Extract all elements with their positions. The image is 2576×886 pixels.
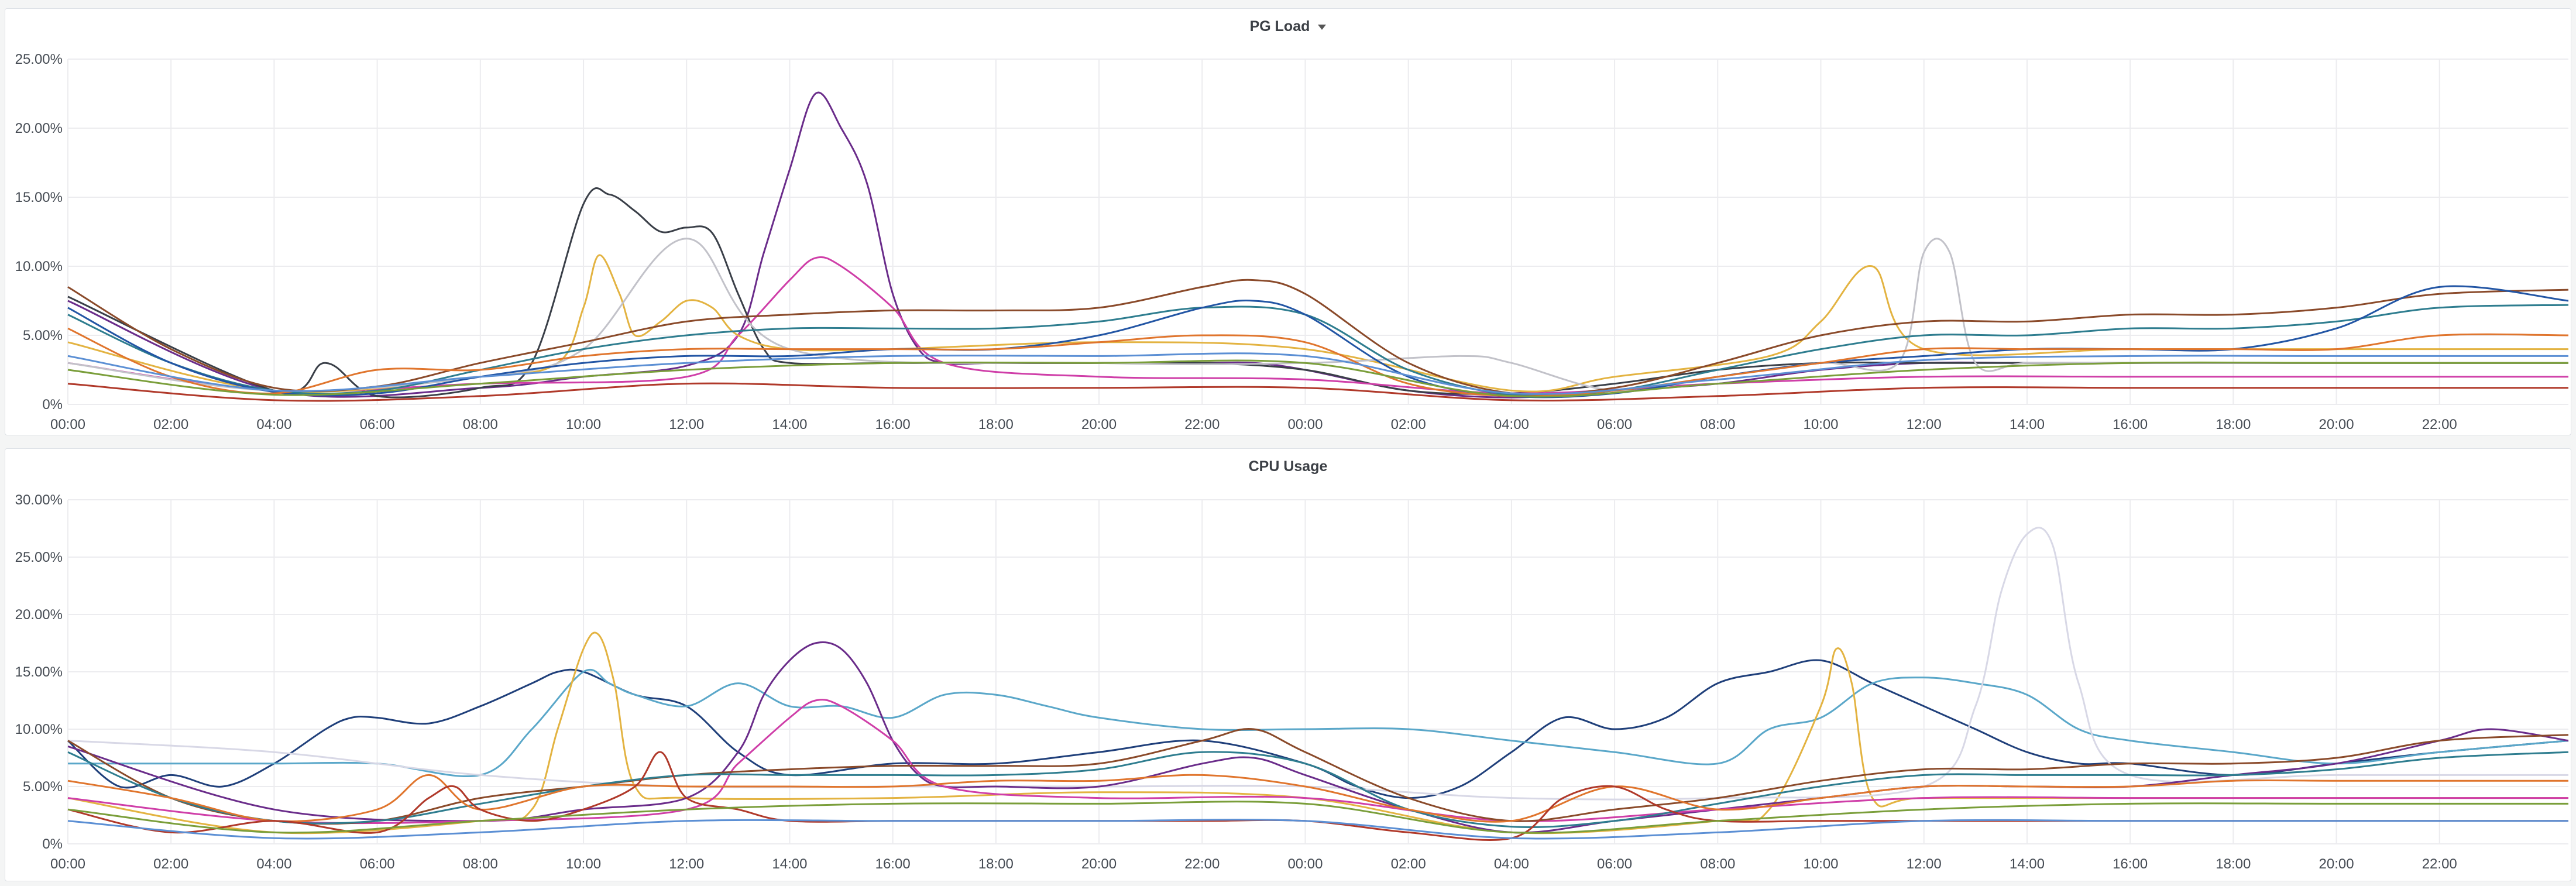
x-tick-label: 08:00 bbox=[463, 856, 498, 872]
y-tick-label: 30.00% bbox=[15, 492, 63, 508]
series-line[interactable] bbox=[67, 727, 2569, 825]
y-tick-label: 25.00% bbox=[15, 51, 63, 67]
x-tick-label: 12:00 bbox=[1907, 856, 1942, 872]
series-line[interactable] bbox=[67, 359, 2568, 398]
x-tick-label: 00:00 bbox=[50, 856, 85, 872]
cpu-usage-panel: CPU Usage 0% 5.00% 10.00% 15.00% 20.00% 25.00… bbox=[5, 448, 2571, 881]
series-line[interactable] bbox=[67, 801, 2568, 834]
y-tick-label: 20.00% bbox=[15, 121, 63, 136]
panel-title[interactable]: CPU Usage bbox=[1248, 458, 1328, 475]
y-tick-label: 10.00% bbox=[15, 722, 63, 737]
x-tick-label: 12:00 bbox=[669, 417, 704, 432]
x-tick-label: 10:00 bbox=[566, 856, 601, 872]
x-tick-label: 14:00 bbox=[772, 417, 807, 432]
x-tick-label: 06:00 bbox=[1597, 417, 1632, 432]
y-tick-label: 15.00% bbox=[15, 664, 63, 680]
x-tick-label: 10:00 bbox=[1803, 856, 1838, 872]
x-tick-label: 10:00 bbox=[1803, 417, 1838, 432]
x-tick-label: 14:00 bbox=[2010, 417, 2045, 432]
x-tick-label: 04:00 bbox=[256, 856, 291, 872]
series-line[interactable] bbox=[67, 187, 2568, 399]
x-tick-label: 22:00 bbox=[2422, 417, 2457, 432]
series-line[interactable] bbox=[67, 699, 2568, 825]
series-line[interactable] bbox=[67, 279, 2569, 396]
x-tick-label: 00:00 bbox=[1287, 417, 1323, 432]
x-tick-label: 20:00 bbox=[1081, 856, 1117, 872]
series-line[interactable] bbox=[67, 819, 2568, 840]
series-line[interactable] bbox=[67, 256, 2568, 394]
y-tick-label: 0% bbox=[42, 397, 63, 413]
x-tick-label: 20:00 bbox=[2319, 417, 2354, 432]
series-line[interactable] bbox=[67, 238, 2568, 392]
series-line[interactable] bbox=[67, 659, 2569, 799]
y-tick-label: 5.00% bbox=[23, 779, 63, 795]
x-tick-label: 14:00 bbox=[2010, 856, 2045, 872]
x-tick-label: 00:00 bbox=[1287, 856, 1323, 872]
x-tick-label: 04:00 bbox=[256, 417, 291, 432]
series-line[interactable] bbox=[67, 352, 2568, 395]
cpu-usage-chart: 0% 5.00% 10.00% 15.00% 20.00% 25.00% 30.00% 00:… bbox=[15, 492, 2569, 872]
series-line[interactable] bbox=[67, 751, 2568, 841]
x-tick-label: 16:00 bbox=[2113, 856, 2148, 872]
x-tick-label: 12:00 bbox=[1907, 417, 1942, 432]
x-tick-label: 02:00 bbox=[1391, 417, 1426, 432]
y-tick-label: 5.00% bbox=[23, 328, 63, 344]
x-tick-label: 08:00 bbox=[1700, 856, 1735, 872]
x-tick-label: 16:00 bbox=[875, 417, 911, 432]
pg-load-panel: PG Load 0% 5.00% 10.00% 15.00% 20.00% 25.00% 0… bbox=[5, 8, 2571, 435]
x-tick-label: 02:00 bbox=[1391, 856, 1426, 872]
series-line[interactable] bbox=[67, 751, 2569, 828]
pg-load-panel-header[interactable]: PG Load bbox=[5, 15, 2571, 38]
y-tick-label: 0% bbox=[42, 836, 63, 852]
x-tick-label: 12:00 bbox=[669, 856, 704, 872]
x-tick-label: 20:00 bbox=[2319, 856, 2354, 872]
x-tick-label: 22:00 bbox=[1184, 856, 1220, 872]
x-tick-label: 06:00 bbox=[1597, 856, 1632, 872]
x-tick-label: 10:00 bbox=[566, 417, 601, 432]
x-tick-label: 18:00 bbox=[2216, 856, 2251, 872]
series-line[interactable] bbox=[67, 774, 2568, 823]
x-tick-label: 06:00 bbox=[360, 856, 395, 872]
x-tick-label: 04:00 bbox=[1494, 417, 1529, 432]
panel-title[interactable]: PG Load bbox=[1249, 18, 1310, 35]
x-tick-label: 00:00 bbox=[50, 417, 85, 432]
x-tick-label: 18:00 bbox=[2216, 417, 2251, 432]
x-tick-label: 20:00 bbox=[1081, 417, 1117, 432]
x-tick-label: 02:00 bbox=[153, 856, 188, 872]
x-tick-label: 18:00 bbox=[978, 856, 1014, 872]
chevron-down-icon[interactable] bbox=[1318, 24, 1327, 30]
x-tick-label: 22:00 bbox=[1184, 417, 1220, 432]
y-tick-label: 10.00% bbox=[15, 259, 63, 274]
y-tick-label: 15.00% bbox=[15, 190, 63, 205]
x-tick-label: 08:00 bbox=[463, 417, 498, 432]
x-tick-label: 16:00 bbox=[875, 856, 911, 872]
x-tick-label: 04:00 bbox=[1494, 856, 1529, 872]
x-tick-label: 08:00 bbox=[1700, 417, 1735, 432]
pg-load-chart: 0% 5.00% 10.00% 15.00% 20.00% 25.00% 00:00 02:0… bbox=[15, 51, 2569, 432]
x-tick-label: 16:00 bbox=[2113, 417, 2148, 432]
series-line[interactable] bbox=[67, 668, 2569, 778]
y-tick-label: 25.00% bbox=[15, 550, 63, 565]
x-tick-label: 14:00 bbox=[772, 856, 807, 872]
x-tick-label: 18:00 bbox=[978, 417, 1014, 432]
cpu-usage-panel-header[interactable]: CPU Usage bbox=[5, 455, 2571, 478]
series-line[interactable] bbox=[67, 382, 2568, 402]
x-tick-label: 06:00 bbox=[360, 417, 395, 432]
series-line[interactable] bbox=[67, 327, 2569, 397]
x-tick-label: 02:00 bbox=[153, 417, 188, 432]
y-tick-label: 20.00% bbox=[15, 607, 63, 623]
x-tick-label: 22:00 bbox=[2422, 856, 2457, 872]
